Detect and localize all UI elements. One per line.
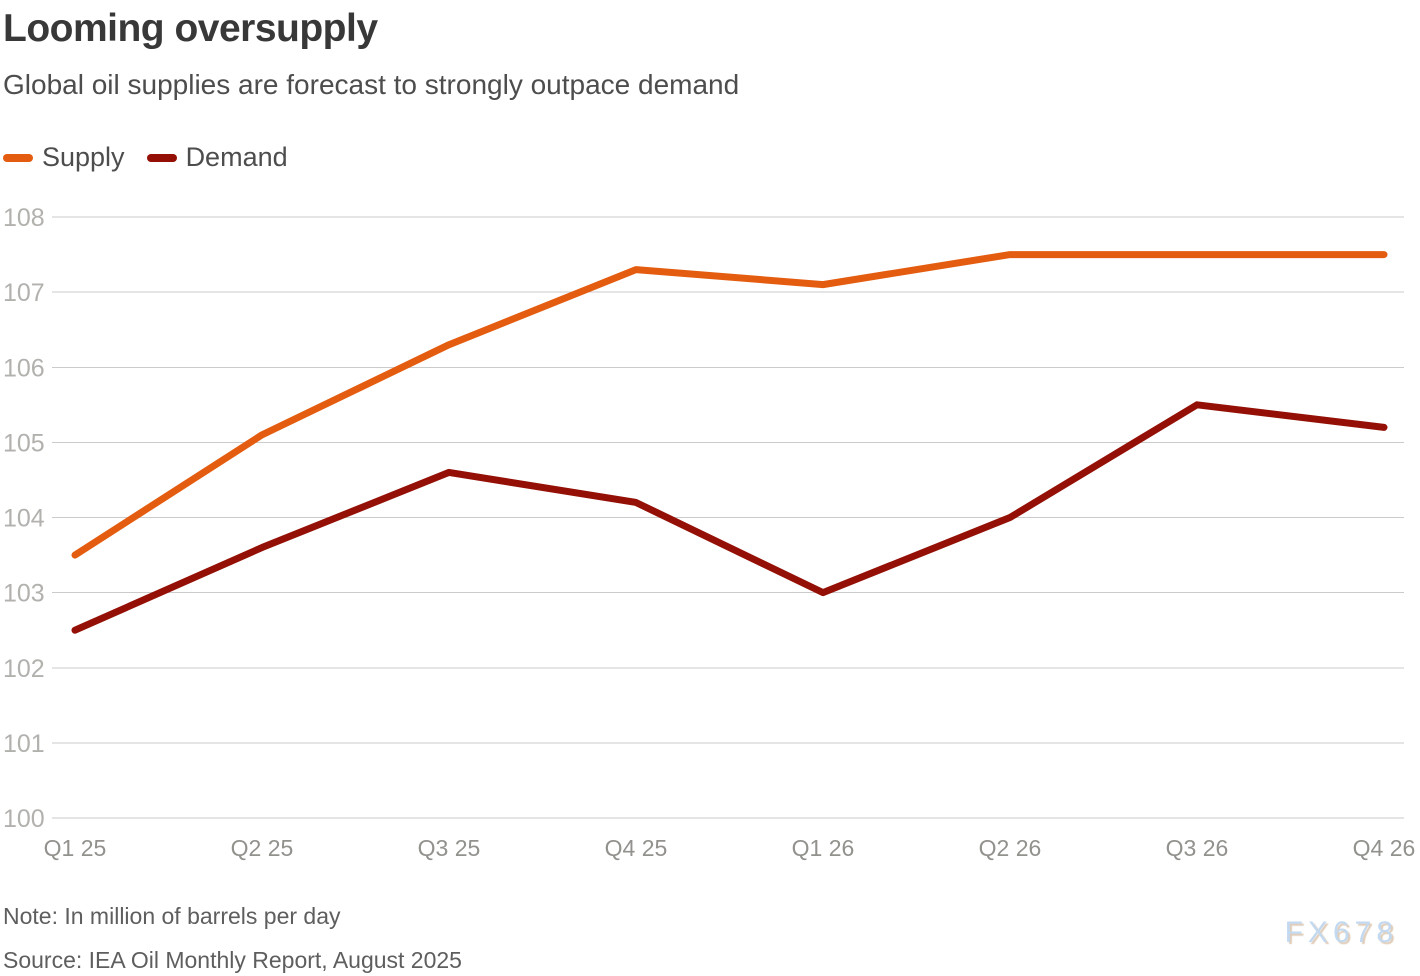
x-tick-label: Q4 26 — [1353, 835, 1416, 861]
y-tick-label: 100 — [3, 805, 45, 833]
chart-source: Source: IEA Oil Monthly Report, August 2… — [3, 947, 462, 973]
y-tick-label: 103 — [3, 580, 45, 608]
x-tick-label: Q3 25 — [418, 835, 481, 861]
y-tick-label: 102 — [3, 655, 45, 683]
x-tick-label: Q2 25 — [231, 835, 294, 861]
legend-item-demand: Demand — [146, 142, 288, 173]
supply-swatch — [3, 153, 33, 162]
legend-item-supply: Supply — [3, 142, 125, 173]
y-tick-label: 107 — [3, 279, 45, 307]
x-tick-label: Q3 26 — [1166, 835, 1229, 861]
x-tick-label: Q1 26 — [792, 835, 855, 861]
series-line-demand — [71, 401, 1388, 634]
chart-title: Looming oversupply — [3, 7, 378, 50]
x-tick-label: Q2 26 — [979, 835, 1042, 861]
watermark: FX678 — [1284, 916, 1398, 949]
y-tick-label: 108 — [3, 204, 45, 232]
legend: Supply Demand — [3, 142, 288, 173]
y-tick-label: 101 — [3, 730, 45, 758]
demand-swatch — [146, 153, 177, 162]
series-line-supply — [71, 251, 1388, 559]
line-chart: 100 101 102 103 104 105 106 107 108 Q1 25 Q2 25 Q3 … — [3, 204, 1416, 861]
y-tick-label: 105 — [3, 429, 45, 457]
x-tick-label: Q1 25 — [44, 835, 107, 861]
legend-label-supply: Supply — [42, 142, 125, 172]
legend-label-demand: Demand — [185, 142, 288, 172]
chart-subtitle: Global oil supplies are forecast to stro… — [3, 69, 740, 100]
chart-note: Note: In million of barrels per day — [3, 903, 341, 929]
y-tick-label: 104 — [3, 505, 45, 533]
y-tick-label: 106 — [3, 354, 45, 382]
x-tick-label: Q4 25 — [605, 835, 668, 861]
